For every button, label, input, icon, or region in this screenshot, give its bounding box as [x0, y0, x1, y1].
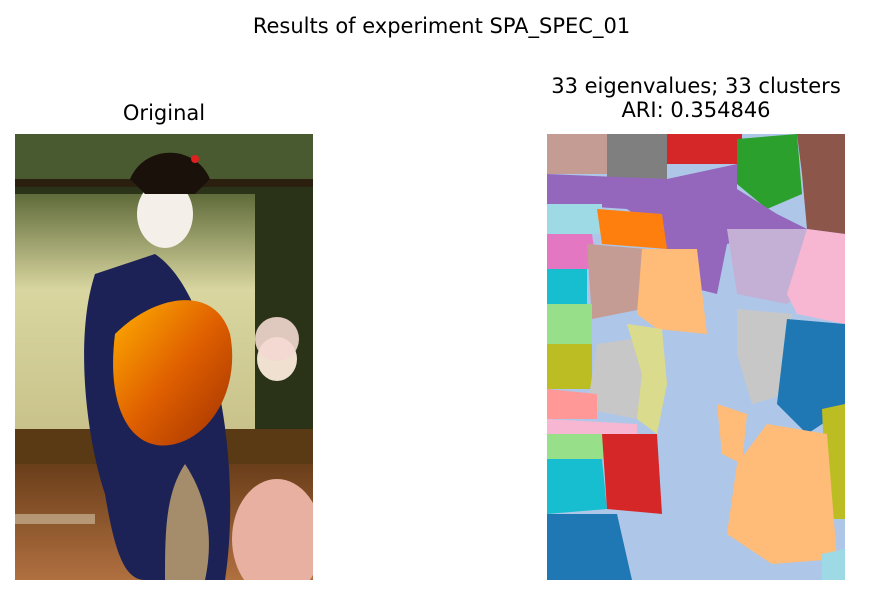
segment: [667, 134, 742, 164]
original-panel-title: Original: [122, 101, 206, 125]
segment: [547, 164, 845, 294]
segment: [597, 209, 667, 249]
segment: [737, 134, 802, 209]
main-dancer-hair: [130, 152, 210, 194]
segmentation-image: [547, 134, 845, 580]
hair-pin: [191, 155, 199, 163]
segment: [727, 424, 837, 564]
segment: [547, 514, 632, 580]
segment: [547, 419, 637, 434]
original-image: [15, 134, 313, 580]
segment: [547, 269, 587, 304]
segment: [607, 134, 667, 184]
segment: [547, 234, 597, 269]
segment: [587, 244, 647, 319]
segmentation-panel-title: 33 eigenvalues; 33 clusters ARI: 0.35484…: [500, 74, 883, 122]
segment: [547, 304, 592, 344]
segment: [547, 204, 602, 234]
segment: [547, 389, 597, 419]
segment: [797, 134, 845, 234]
segmentation-map: [547, 134, 845, 580]
second-dancer-kimono: [232, 479, 313, 580]
segment: [602, 434, 662, 514]
segment: [627, 324, 667, 434]
floor-reflection: [15, 514, 95, 524]
segment: [737, 309, 792, 404]
segment: [547, 134, 607, 174]
main-dancer-face: [137, 180, 193, 248]
main-dancer-obi: [113, 300, 233, 446]
segment: [717, 404, 747, 464]
figure-suptitle: Results of experiment SPA_SPEC_01: [252, 14, 631, 38]
segment: [787, 229, 845, 324]
segment: [822, 549, 845, 580]
segment: [547, 344, 592, 389]
eigenvalues-clusters-label: 33 eigenvalues; 33 clusters: [551, 74, 841, 98]
segment: [587, 339, 652, 419]
second-dancer-hair-ornament: [255, 317, 299, 361]
original-photo-illustration: [15, 134, 313, 580]
ari-score-label: ARI: 0.354846: [621, 98, 771, 122]
kimono-pattern: [165, 464, 209, 580]
segment: [637, 249, 707, 334]
segment: [547, 459, 607, 514]
segment: [777, 319, 845, 434]
